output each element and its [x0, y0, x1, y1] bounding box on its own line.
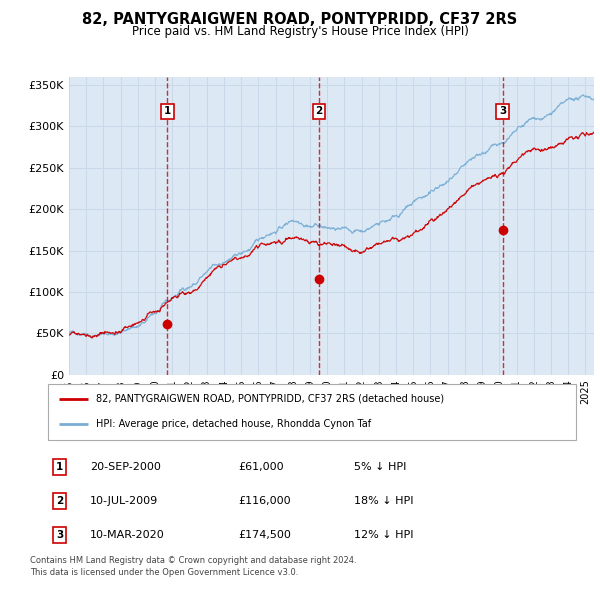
Text: £174,500: £174,500: [238, 530, 291, 540]
Text: 20-SEP-2000: 20-SEP-2000: [90, 462, 161, 472]
Text: This data is licensed under the Open Government Licence v3.0.: This data is licensed under the Open Gov…: [30, 568, 298, 577]
FancyBboxPatch shape: [48, 384, 576, 440]
Text: HPI: Average price, detached house, Rhondda Cynon Taf: HPI: Average price, detached house, Rhon…: [95, 419, 371, 430]
Text: £116,000: £116,000: [238, 496, 291, 506]
Text: Price paid vs. HM Land Registry's House Price Index (HPI): Price paid vs. HM Land Registry's House …: [131, 25, 469, 38]
Text: 2: 2: [316, 106, 323, 116]
Text: £61,000: £61,000: [238, 462, 284, 472]
Text: 5% ↓ HPI: 5% ↓ HPI: [354, 462, 407, 472]
Text: 3: 3: [56, 530, 63, 540]
Text: 82, PANTYGRAIGWEN ROAD, PONTYPRIDD, CF37 2RS: 82, PANTYGRAIGWEN ROAD, PONTYPRIDD, CF37…: [82, 12, 518, 27]
Text: 10-JUL-2009: 10-JUL-2009: [90, 496, 158, 506]
Text: 2: 2: [56, 496, 63, 506]
Text: 1: 1: [56, 462, 63, 472]
Text: 18% ↓ HPI: 18% ↓ HPI: [354, 496, 414, 506]
Text: 12% ↓ HPI: 12% ↓ HPI: [354, 530, 414, 540]
Text: 10-MAR-2020: 10-MAR-2020: [90, 530, 165, 540]
Text: 3: 3: [499, 106, 506, 116]
Text: 82, PANTYGRAIGWEN ROAD, PONTYPRIDD, CF37 2RS (detached house): 82, PANTYGRAIGWEN ROAD, PONTYPRIDD, CF37…: [95, 394, 443, 404]
Text: 1: 1: [164, 106, 171, 116]
Text: Contains HM Land Registry data © Crown copyright and database right 2024.: Contains HM Land Registry data © Crown c…: [30, 556, 356, 565]
